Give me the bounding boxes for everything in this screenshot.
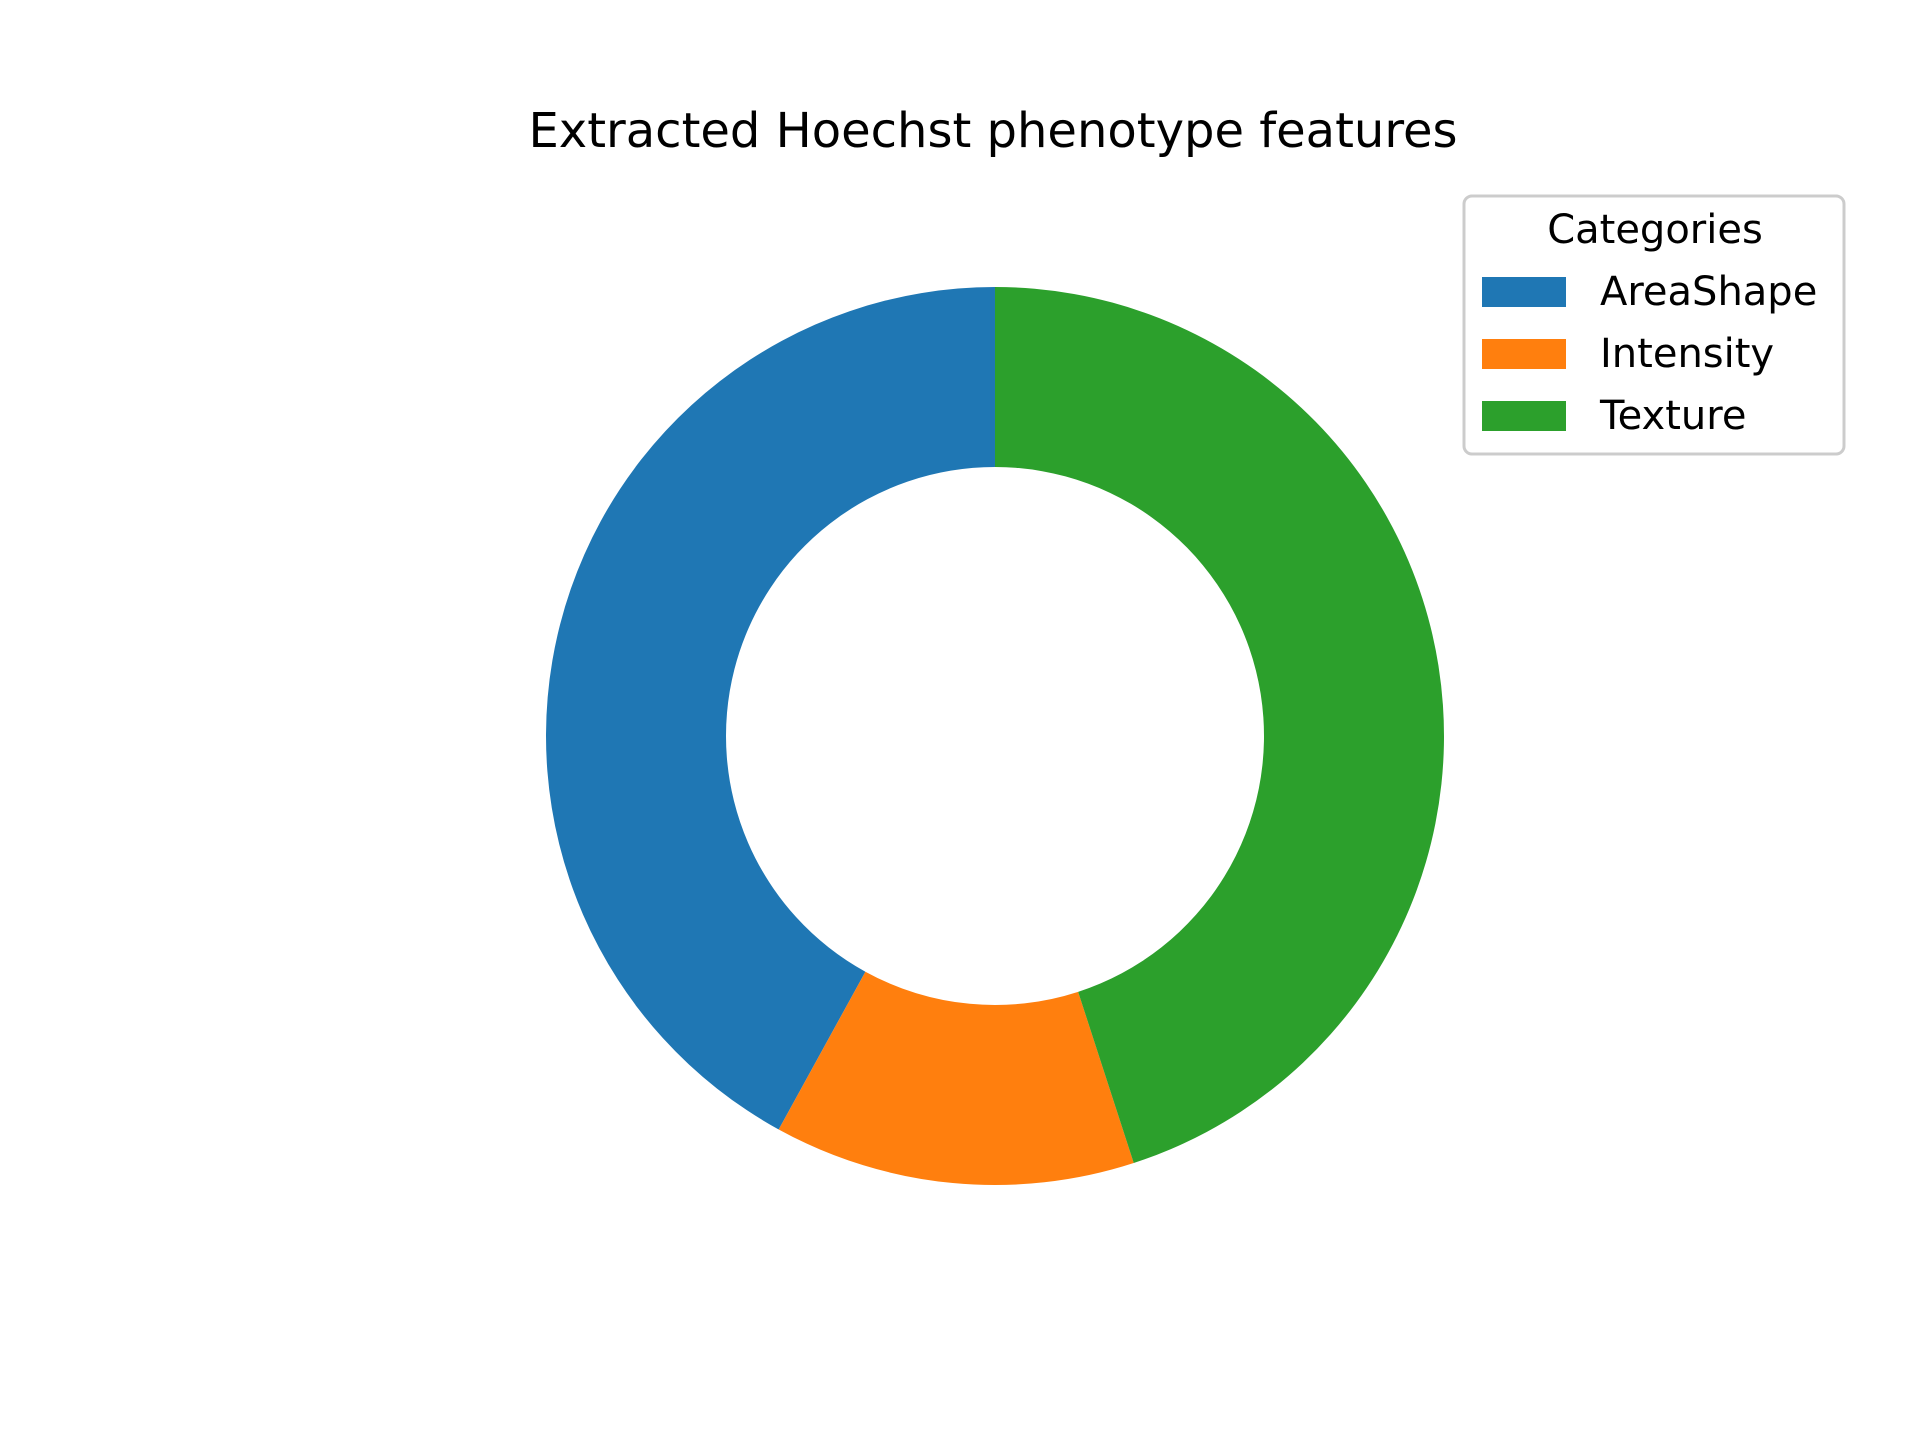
legend: Categories AreaShape Intensity Texture <box>1462 194 1846 456</box>
donut-slice-texture <box>995 287 1444 1164</box>
legend-entries: AreaShape Intensity Texture <box>1482 269 1817 439</box>
legend-label-intensity: Intensity <box>1600 331 1774 377</box>
legend-title: Categories <box>1547 207 1763 253</box>
donut-slices <box>546 287 1444 1185</box>
legend-label-areashape: AreaShape <box>1600 269 1817 315</box>
donut-slice-intensity <box>778 971 1134 1185</box>
donut-slice-areashape <box>546 287 995 1130</box>
legend-swatch-intensity <box>1482 339 1566 369</box>
chart-title: Extracted Hoechst phenotype features <box>528 103 1457 159</box>
legend-frame <box>1462 194 1846 456</box>
legend-swatch-texture <box>1482 401 1566 431</box>
legend-label-texture: Texture <box>1599 393 1746 439</box>
legend-swatch-areashape <box>1482 277 1566 307</box>
